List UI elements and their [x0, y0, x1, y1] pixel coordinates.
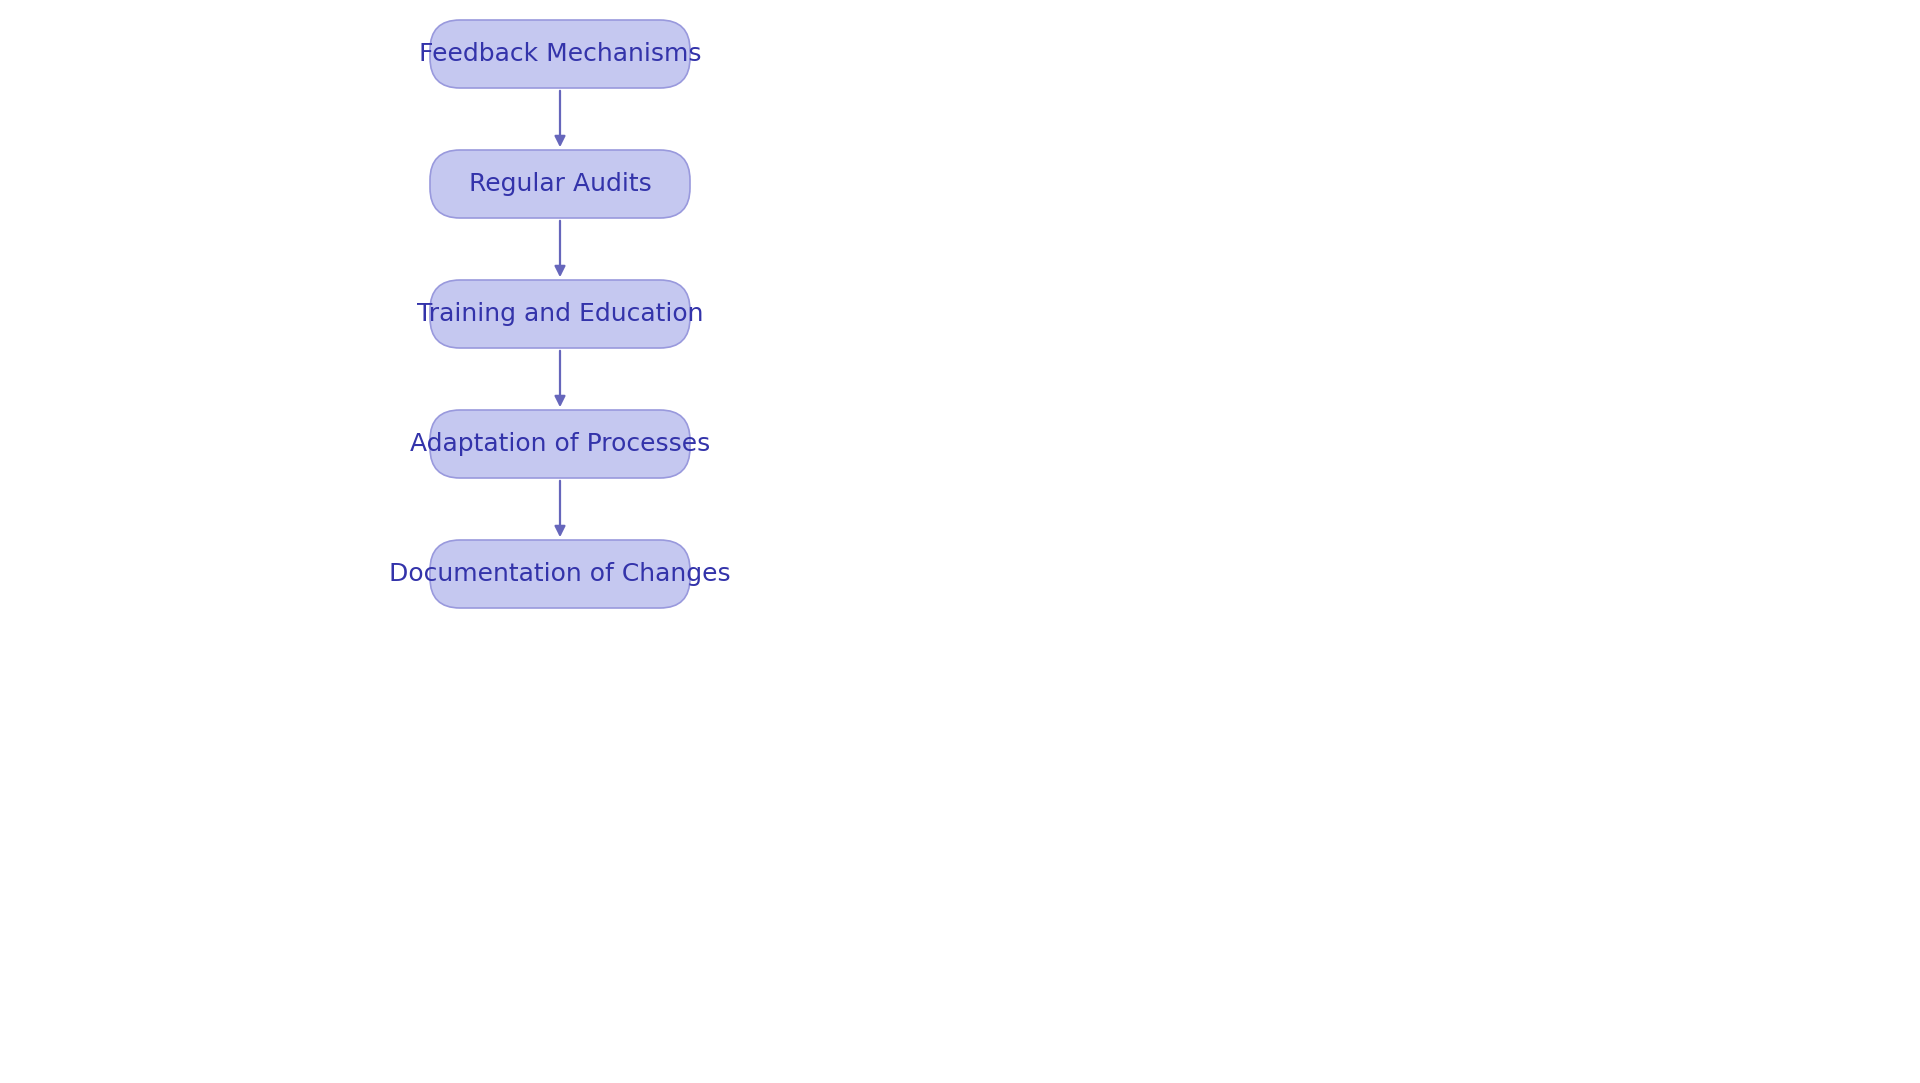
FancyBboxPatch shape	[430, 410, 689, 478]
Text: Feedback Mechanisms: Feedback Mechanisms	[419, 42, 701, 66]
Text: Regular Audits: Regular Audits	[468, 172, 651, 196]
FancyBboxPatch shape	[430, 19, 689, 88]
Text: Training and Education: Training and Education	[417, 302, 703, 326]
Text: Adaptation of Processes: Adaptation of Processes	[409, 432, 710, 456]
Text: Documentation of Changes: Documentation of Changes	[390, 562, 732, 586]
FancyBboxPatch shape	[430, 151, 689, 218]
FancyBboxPatch shape	[430, 540, 689, 608]
FancyBboxPatch shape	[430, 280, 689, 348]
